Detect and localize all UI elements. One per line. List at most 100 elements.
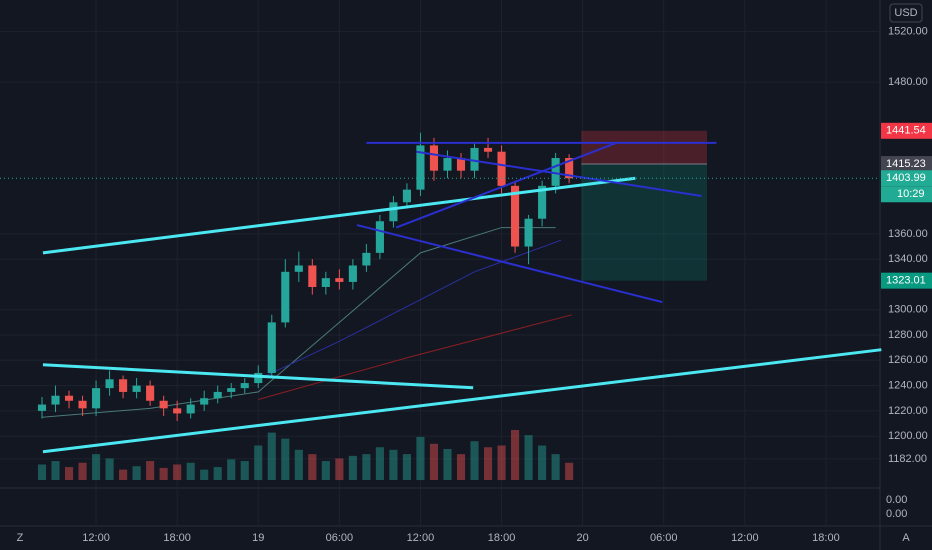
candle-body — [159, 400, 168, 409]
candle-body — [402, 189, 411, 203]
volume-bar — [119, 469, 128, 480]
indicator-label: 0.00 — [886, 508, 907, 520]
currency: USD — [894, 7, 917, 19]
candle-body — [213, 391, 222, 399]
trend-line — [356, 224, 663, 304]
volume-bar — [105, 458, 114, 480]
candle-body — [416, 145, 425, 190]
x-tick-label: 12:00 — [407, 532, 435, 544]
y-tick-label: 1340.00 — [888, 253, 928, 265]
x-tick-label: 18:00 — [163, 532, 191, 544]
candle-body — [78, 400, 87, 409]
candle-body — [497, 151, 506, 186]
x-tick-label: 18:00 — [812, 532, 840, 544]
trend-line — [395, 141, 617, 229]
volume-bar — [402, 454, 411, 480]
volume-bar — [37, 464, 47, 480]
candle-body — [105, 379, 114, 389]
candle-body — [538, 185, 547, 219]
y-tick-label: 1260.00 — [888, 354, 928, 366]
volume-bar — [227, 459, 236, 480]
moving-average — [258, 314, 572, 400]
volume-bar — [443, 448, 452, 480]
candle-body — [267, 322, 276, 373]
volume-bar — [92, 454, 101, 480]
volume-bar — [321, 461, 330, 480]
y-tick-label: 1480.00 — [888, 76, 928, 88]
candle-body — [92, 388, 101, 409]
volume-bar — [200, 469, 209, 480]
volume-bar — [497, 445, 506, 480]
y-tick-label: 1360.00 — [888, 228, 928, 240]
candle-body — [240, 383, 249, 389]
currency-box[interactable] — [889, 3, 923, 23]
countdown: 10:29 — [897, 188, 925, 200]
candle-body — [254, 372, 263, 384]
y-tick-label: 1182.00 — [888, 453, 927, 465]
price-tag-label: 1415.23 — [886, 158, 926, 170]
price-tag — [881, 272, 932, 289]
y-tick-label: 1300.00 — [888, 304, 928, 316]
volume-bar — [51, 461, 60, 480]
volume-bar — [308, 454, 317, 480]
volume-bar — [240, 461, 249, 480]
moving-average — [41, 227, 556, 418]
footer-right[interactable]: A — [902, 532, 910, 544]
y-tick-label: 1200.00 — [888, 430, 928, 442]
price-tag-label: 1323.01 — [886, 275, 926, 287]
candle-body — [119, 379, 128, 392]
volume-bar — [146, 461, 155, 480]
volume-bar — [551, 454, 560, 480]
volume-bar — [267, 432, 276, 480]
x-tick-label: 06:00 — [326, 532, 354, 544]
volume-bar — [429, 443, 439, 480]
y-tick-label: 1240.00 — [888, 380, 928, 392]
x-tick-label: 12:00 — [82, 532, 110, 544]
price-tag — [881, 122, 932, 139]
y-tick-label: 1520.00 — [888, 26, 928, 38]
candle-body — [321, 278, 330, 287]
volume-bar — [254, 445, 263, 480]
candle-body — [335, 278, 344, 282]
y-tick-label: 1220.00 — [888, 405, 928, 417]
price-tag-label: 1441.54 — [886, 125, 926, 137]
candle-body — [362, 252, 371, 266]
x-tick-label: 18:00 — [488, 532, 516, 544]
volume-bar — [565, 462, 574, 480]
volume-bar — [524, 435, 533, 480]
candle-body — [389, 202, 398, 222]
footer-left[interactable]: Z — [17, 532, 24, 544]
candle-body — [443, 158, 452, 171]
trend-line — [416, 150, 702, 197]
candle-body — [456, 158, 466, 171]
trend-line — [42, 348, 882, 454]
volume-bar — [213, 467, 222, 480]
volume-bar — [470, 441, 479, 480]
candle-body — [132, 385, 141, 392]
volume-bar — [132, 466, 141, 480]
volume-bar — [173, 464, 182, 480]
trend-line — [42, 176, 636, 255]
countdown-box — [881, 186, 932, 203]
volume-bar — [159, 467, 168, 480]
volume-bar — [538, 445, 547, 480]
y-tick-label: 1280.00 — [888, 329, 928, 341]
volume-bar — [362, 454, 371, 480]
candle-body — [483, 147, 493, 152]
stop-zone — [581, 130, 707, 165]
candle-body — [146, 385, 155, 401]
candle-body — [281, 271, 290, 323]
volume-bar — [186, 462, 195, 480]
volume-bar — [78, 462, 87, 480]
volume-bar — [64, 467, 74, 480]
volume-bar — [281, 438, 290, 480]
candle-body — [524, 218, 533, 247]
price-tag — [881, 156, 932, 173]
moving-average — [258, 239, 562, 380]
candle-body — [37, 404, 47, 411]
volume-bar — [416, 436, 425, 480]
trend-line — [42, 363, 474, 390]
volume-bar — [375, 447, 384, 480]
